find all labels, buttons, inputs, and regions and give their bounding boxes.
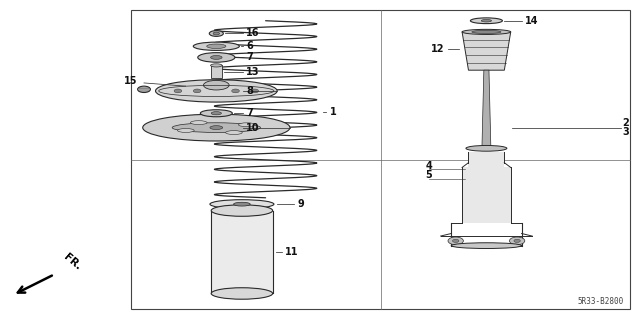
Ellipse shape — [481, 19, 492, 22]
Ellipse shape — [210, 126, 223, 130]
Ellipse shape — [138, 86, 150, 93]
Text: 8: 8 — [246, 86, 253, 96]
Text: FR.: FR. — [62, 252, 83, 272]
Ellipse shape — [462, 29, 511, 34]
Ellipse shape — [172, 123, 260, 132]
Text: 13: 13 — [246, 67, 260, 77]
Circle shape — [448, 237, 463, 245]
Text: 6: 6 — [246, 41, 253, 51]
Text: 2: 2 — [622, 118, 629, 128]
Text: 14: 14 — [525, 16, 538, 26]
Ellipse shape — [211, 288, 273, 299]
Text: 5: 5 — [426, 170, 433, 181]
Ellipse shape — [198, 53, 235, 62]
Text: 3: 3 — [622, 127, 629, 137]
Text: 7: 7 — [246, 108, 253, 118]
Circle shape — [251, 89, 259, 93]
Ellipse shape — [211, 112, 221, 115]
Ellipse shape — [472, 30, 501, 33]
Ellipse shape — [451, 243, 522, 249]
Ellipse shape — [210, 200, 274, 209]
Ellipse shape — [177, 129, 194, 132]
Text: 5R33-B2800: 5R33-B2800 — [578, 297, 624, 306]
Circle shape — [232, 89, 239, 93]
Text: 16: 16 — [246, 28, 260, 39]
Ellipse shape — [143, 114, 290, 141]
Ellipse shape — [200, 110, 232, 117]
Circle shape — [514, 239, 520, 242]
Text: 7: 7 — [246, 52, 253, 63]
Ellipse shape — [213, 32, 220, 35]
Ellipse shape — [234, 202, 250, 206]
Ellipse shape — [470, 18, 502, 24]
Text: 9: 9 — [298, 199, 305, 209]
Text: 10: 10 — [246, 122, 260, 133]
Circle shape — [193, 89, 201, 93]
Text: 11: 11 — [285, 247, 298, 257]
Circle shape — [174, 89, 182, 93]
Text: 12: 12 — [431, 44, 445, 55]
Text: 1: 1 — [330, 107, 337, 117]
Text: 15: 15 — [124, 76, 138, 86]
Polygon shape — [482, 70, 491, 148]
Polygon shape — [468, 152, 504, 167]
Ellipse shape — [226, 131, 243, 135]
Ellipse shape — [211, 56, 222, 59]
Ellipse shape — [193, 42, 239, 50]
Ellipse shape — [209, 31, 223, 36]
Ellipse shape — [239, 123, 255, 127]
Polygon shape — [211, 211, 273, 293]
Ellipse shape — [156, 80, 277, 102]
Circle shape — [509, 237, 525, 245]
Ellipse shape — [211, 64, 222, 67]
Ellipse shape — [204, 80, 229, 90]
Ellipse shape — [466, 145, 507, 151]
Text: 4: 4 — [426, 161, 433, 171]
Polygon shape — [462, 32, 511, 70]
Polygon shape — [211, 65, 222, 78]
Ellipse shape — [211, 205, 273, 216]
Circle shape — [452, 239, 459, 242]
Ellipse shape — [191, 121, 207, 124]
Ellipse shape — [207, 44, 226, 48]
Polygon shape — [462, 167, 511, 223]
